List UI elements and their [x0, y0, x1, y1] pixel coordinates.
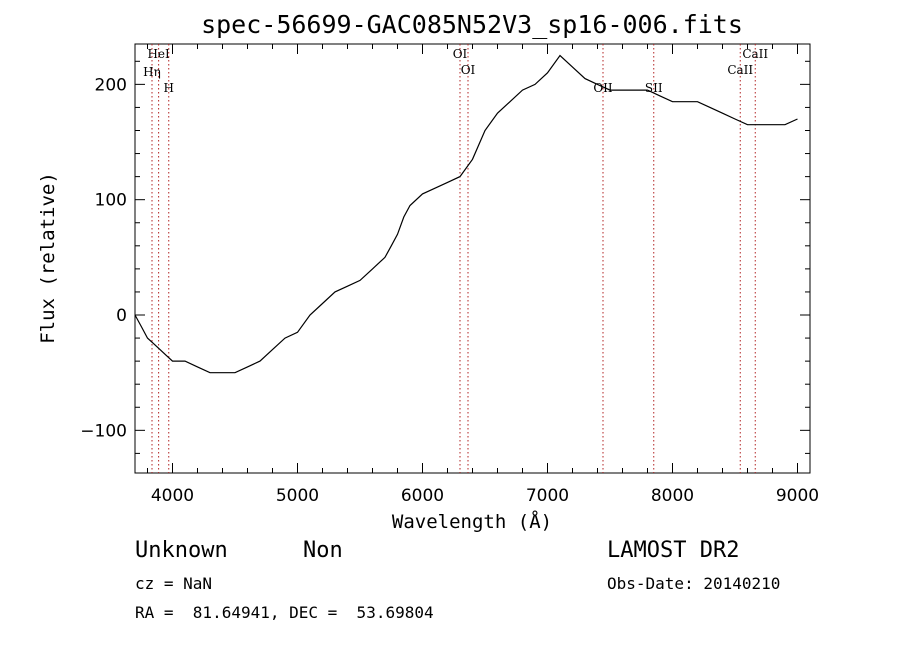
- y-tick-labels: −100 0 100 200: [80, 75, 127, 441]
- spectral-line-label: OI: [453, 47, 468, 61]
- x-axis-label: Wavelength (Å): [392, 510, 552, 533]
- chart-title: spec-56699-GAC085N52V3_sp16-006.fits: [201, 10, 743, 39]
- spectral-line-label: CaII: [727, 63, 753, 77]
- spectral-line-label: HeI: [147, 47, 170, 61]
- survey-label: LAMOST DR2: [607, 538, 740, 563]
- object-type: Unknown: [135, 538, 228, 563]
- coordinates: RA = 81.64941, DEC = 53.69804: [135, 603, 434, 622]
- plot-frame: [134, 43, 811, 474]
- x-tick-label: 5000: [276, 486, 319, 506]
- spectral-line-label: CaII: [742, 47, 768, 61]
- y-tick-label: 0: [116, 306, 127, 326]
- object-class: Non: [303, 538, 343, 563]
- spectral-line-label: Hη: [143, 65, 161, 79]
- x-tick-label: 9000: [776, 486, 819, 506]
- flux-series-line: [134, 54, 798, 374]
- ticks-layer: [135, 44, 810, 473]
- x-tick-label: 6000: [401, 486, 444, 506]
- x-tick-label: 8000: [651, 486, 694, 506]
- spectral-line-label: H: [164, 81, 174, 95]
- y-tick-label: 100: [95, 191, 127, 211]
- obs-date: Obs-Date: 20140210: [607, 574, 781, 593]
- y-tick-label: 200: [95, 75, 127, 95]
- x-tick-labels: 4000 5000 6000 7000 8000 9000: [151, 486, 819, 506]
- spectral-line-label: OII: [593, 81, 613, 95]
- cz-value: cz = NaN: [135, 574, 213, 593]
- x-tick-label: 4000: [151, 486, 194, 506]
- y-axis-label: Flux (relative): [37, 172, 59, 344]
- series-layer: [134, 54, 798, 374]
- y-tick-label: −100: [80, 421, 127, 441]
- spectral-line-label: OI: [461, 63, 476, 77]
- x-tick-label: 7000: [526, 486, 569, 506]
